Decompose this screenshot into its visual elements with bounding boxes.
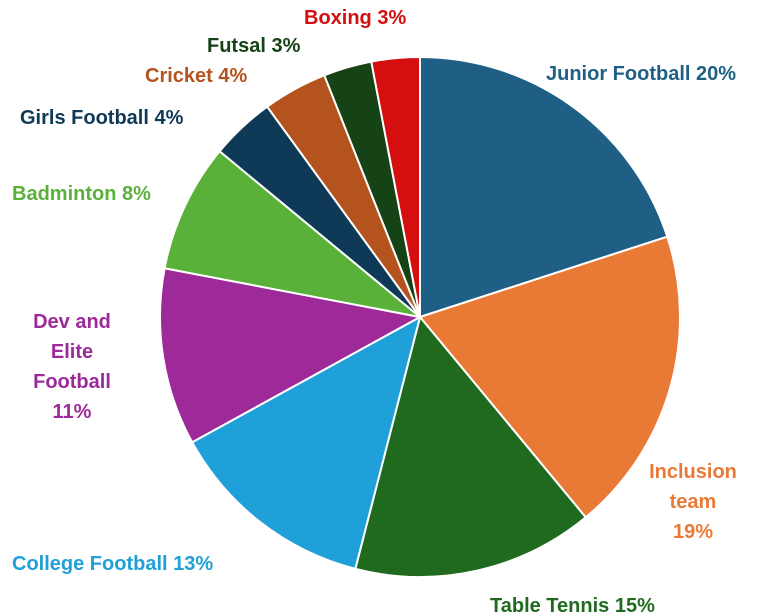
labels-layer: Junior Football 20% Inclusion team 19% Table…: [12, 7, 737, 616]
pie-slice-boxing: [370, 56, 421, 318]
pie-label-line: Table Tennis 15%: [490, 595, 655, 616]
pie-label-line: Cricket 4%: [145, 65, 247, 87]
pie-label-line: Futsal 3%: [207, 35, 301, 57]
pie-label-line: Girls Football 4%: [20, 107, 184, 129]
pie-slice-dev-and-elite-football: [159, 267, 421, 444]
pie-label-line: 19%: [673, 521, 713, 543]
pie-label-line: Boxing 3%: [304, 7, 406, 29]
pie-label-futsal: Futsal 3%: [207, 35, 301, 57]
pie-slice-college-football: [191, 316, 421, 570]
pie-label-line: Dev and: [33, 311, 111, 333]
pie-slice-inclusion-team: [419, 235, 681, 519]
pie-slice-table-tennis: [354, 316, 587, 578]
pie-label-girls-football: Girls Football 4%: [20, 107, 184, 129]
pie-label-junior-football: Junior Football 20%: [546, 63, 736, 85]
pie-label-dev-and-elite-football: Dev and Elite Football 11%: [33, 311, 111, 423]
pie-label-boxing: Boxing 3%: [304, 7, 406, 29]
pie-label-college-football: College Football 13%: [12, 553, 213, 575]
pie-label-line: Badminton 8%: [12, 183, 151, 205]
pie-label-line: College Football 13%: [12, 553, 213, 575]
pie-label-inclusion-team: Inclusion team 19%: [649, 461, 737, 543]
pie-label-line: Inclusion: [649, 461, 737, 483]
pie-label-line: team: [670, 491, 717, 513]
pie-label-table-tennis: Table Tennis 15%: [490, 595, 655, 616]
pie-slice-badminton: [163, 150, 421, 318]
pie-label-line: Football: [33, 371, 111, 393]
pie-label-cricket: Cricket 4%: [145, 65, 247, 87]
pie-slice-junior-football: [419, 56, 669, 318]
pie-label-line: 11%: [53, 401, 92, 423]
pie-label-line: Elite: [51, 341, 93, 363]
slices-layer: [159, 56, 681, 578]
pie-label-badminton: Badminton 8%: [12, 183, 151, 205]
pie-label-line: Junior Football 20%: [546, 63, 736, 85]
